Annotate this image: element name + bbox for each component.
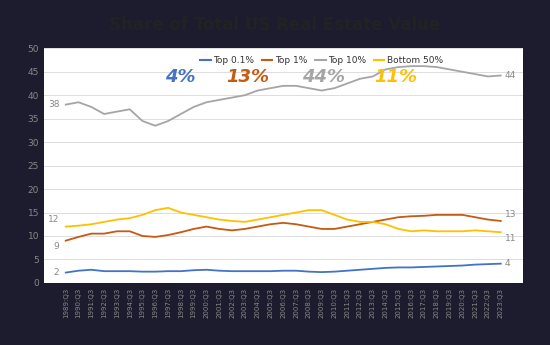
Text: 11: 11 (504, 234, 516, 243)
Legend: Top 0.1%, Top 1%, Top 10%, Bottom 50%: Top 0.1%, Top 1%, Top 10%, Bottom 50% (196, 53, 447, 69)
Text: 44: 44 (504, 71, 516, 80)
Text: Share of Total US Real Estate Value: Share of Total US Real Estate Value (109, 16, 441, 34)
Text: 2: 2 (54, 268, 59, 277)
Text: 12: 12 (48, 215, 59, 224)
Text: 13%: 13% (226, 68, 269, 86)
Text: 4: 4 (504, 259, 510, 268)
Text: 11%: 11% (374, 68, 417, 86)
Text: 4%: 4% (165, 68, 196, 86)
Text: 44%: 44% (302, 68, 345, 86)
Text: 9: 9 (53, 242, 59, 251)
Text: 38: 38 (48, 100, 59, 109)
Text: 13: 13 (504, 210, 516, 219)
